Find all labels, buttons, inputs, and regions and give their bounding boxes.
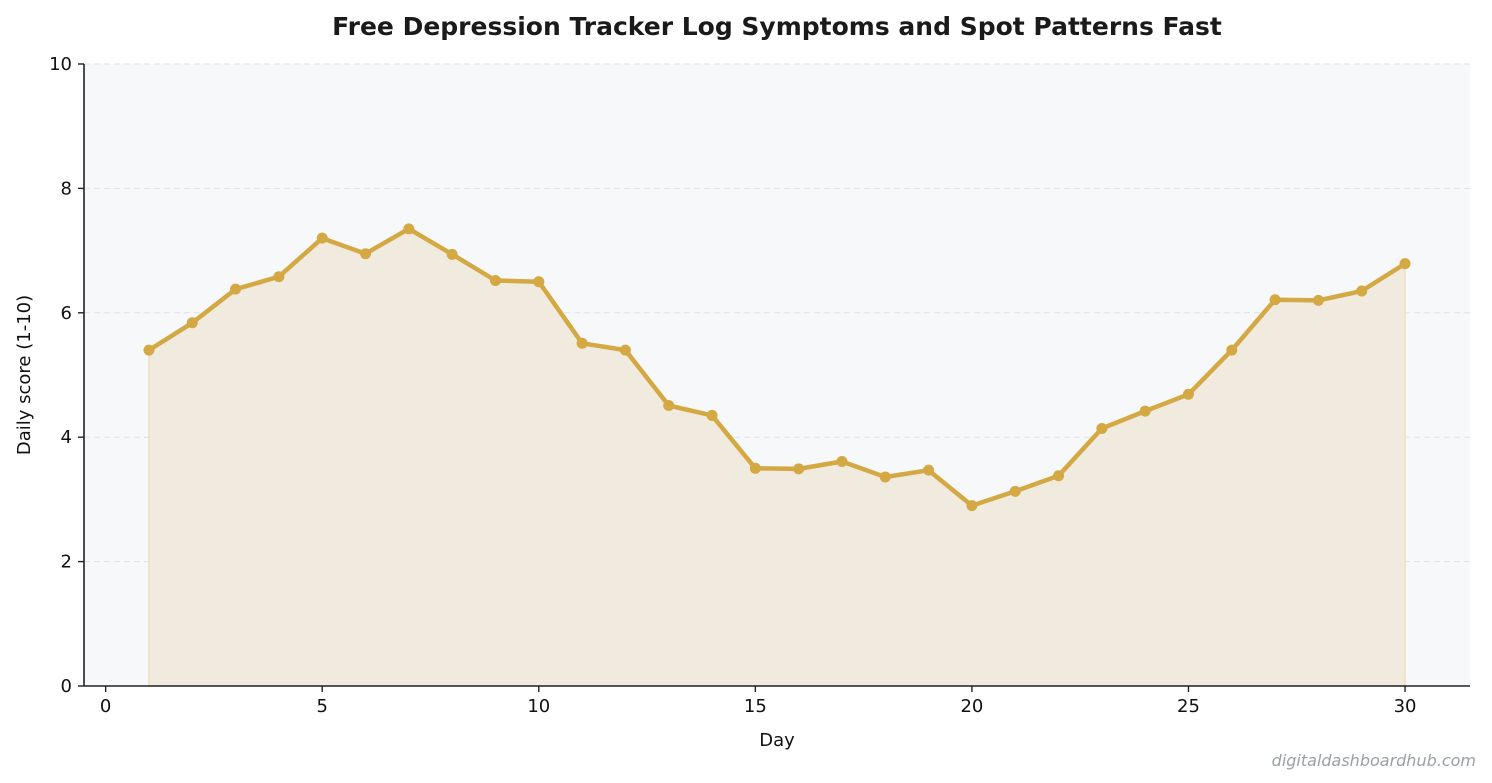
- data-point: [533, 276, 545, 288]
- data-point: [1182, 388, 1194, 400]
- data-point: [360, 248, 372, 260]
- y-ticks: 0 2 4 6 8 10: [49, 54, 84, 697]
- y-tick-label: 6: [61, 303, 72, 324]
- data-point: [1269, 294, 1281, 306]
- x-ticks: 0 5 10 15 20 25 30: [100, 686, 1417, 717]
- y-tick-label: 2: [61, 552, 72, 573]
- x-tick-label: 0: [100, 696, 111, 717]
- x-tick-label: 15: [744, 696, 767, 717]
- watermark: digitaldashboardhub.com: [1272, 751, 1476, 770]
- data-point: [1226, 344, 1238, 356]
- data-point: [706, 409, 718, 421]
- data-point: [143, 344, 155, 356]
- y-tick-label: 10: [49, 54, 72, 75]
- data-point: [966, 500, 978, 512]
- data-point: [1096, 422, 1108, 434]
- data-point: [273, 271, 285, 283]
- data-point: [446, 248, 458, 260]
- x-tick-label: 25: [1177, 696, 1200, 717]
- data-point: [1399, 258, 1411, 270]
- y-tick-label: 0: [61, 676, 72, 697]
- series-line: [146, 226, 1408, 508]
- data-point: [619, 344, 631, 356]
- chart-title: Free Depression Tracker Log Symptoms and…: [332, 12, 1222, 41]
- x-tick-label: 30: [1394, 696, 1417, 717]
- data-point: [1009, 485, 1021, 497]
- data-point: [1053, 470, 1065, 482]
- data-point: [576, 337, 588, 349]
- data-point: [186, 317, 198, 329]
- x-axis-label: Day: [759, 730, 795, 751]
- x-tick-label: 5: [316, 696, 327, 717]
- data-point: [1356, 285, 1368, 297]
- data-point: [879, 471, 891, 483]
- data-point: [1312, 294, 1324, 306]
- data-point: [836, 455, 848, 467]
- y-axis-label: Daily score (1-10): [14, 295, 35, 455]
- data-point: [403, 223, 415, 235]
- data-point: [793, 463, 805, 475]
- data-point: [663, 399, 675, 411]
- data-point: [489, 274, 501, 286]
- y-tick-label: 4: [61, 427, 72, 448]
- x-tick-label: 10: [527, 696, 550, 717]
- y-tick-label: 8: [61, 178, 72, 199]
- data-point: [749, 462, 761, 474]
- data-point: [316, 232, 328, 244]
- data-point: [230, 283, 242, 295]
- data-point: [1139, 405, 1151, 417]
- data-point: [923, 464, 935, 476]
- data-points: [143, 223, 1411, 512]
- x-tick-label: 20: [960, 696, 983, 717]
